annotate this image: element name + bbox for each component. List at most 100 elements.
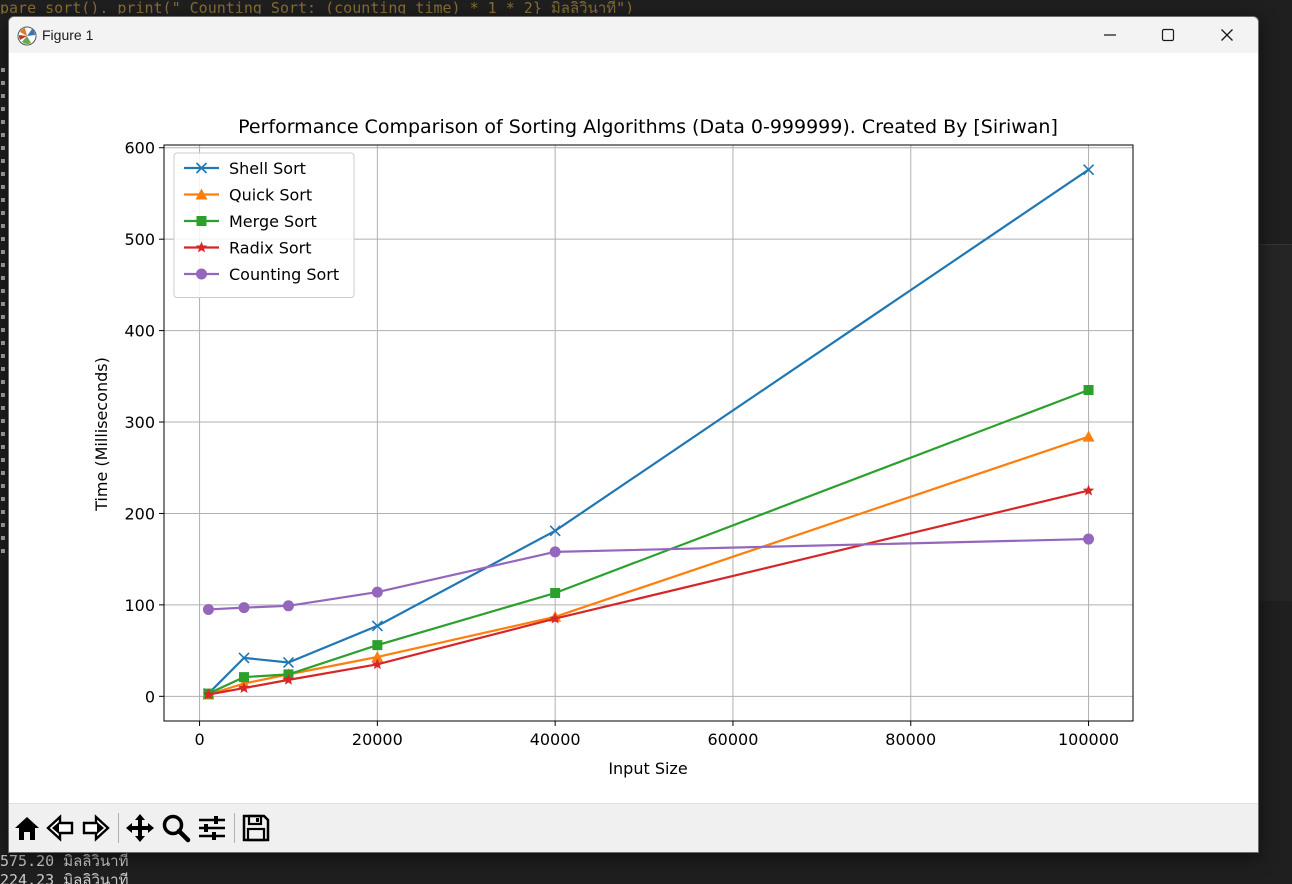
legend-marker <box>195 162 208 174</box>
series-radix-sort <box>202 484 1095 700</box>
data-point-quick-sort <box>1082 430 1095 442</box>
legend-item-shell-sort: Shell Sort <box>184 159 306 178</box>
data-point-merge-sort <box>239 672 250 683</box>
axis-ticks: 0 20000 40000 60000 80000 100000 0 100 200 300 400… <box>124 139 1119 749</box>
legend-item-counting-sort: Counting Sort <box>184 265 339 284</box>
y-tick-label: 0 <box>145 687 155 706</box>
title-bar[interactable]: Figure 1 <box>9 17 1258 53</box>
close-button[interactable] <box>1198 17 1256 53</box>
data-point-merge-sort <box>1083 385 1094 396</box>
data-point-counting-sort <box>238 602 250 614</box>
data-point-merge-sort <box>550 588 561 598</box>
maximize-button[interactable] <box>1139 17 1197 53</box>
data-point-shell-sort <box>282 656 295 669</box>
terminal-line: 575.20 มิลลิวินาที <box>0 852 129 870</box>
legend-label: Merge Sort <box>229 212 317 231</box>
legend-marker <box>196 216 207 226</box>
y-tick-label: 100 <box>124 596 155 615</box>
data-point-counting-sort <box>202 603 214 615</box>
legend-label: Quick Sort <box>229 186 312 205</box>
series-shell-sort <box>202 164 1095 700</box>
arrow-left-icon <box>46 814 74 842</box>
data-point-counting-sort <box>1083 533 1095 545</box>
legend-marker <box>196 268 207 280</box>
plot-frame <box>163 144 1134 722</box>
home-icon <box>15 817 39 840</box>
navigation-toolbar <box>9 803 1258 852</box>
series-counting-sort <box>202 533 1095 615</box>
y-tick-label: 200 <box>124 504 155 523</box>
data-point-radix-sort <box>1082 484 1095 496</box>
x-tick-label: 20000 <box>352 730 403 749</box>
data-point-quick-sort <box>371 651 384 662</box>
x-tick-label: 40000 <box>530 730 581 749</box>
legend-label: Counting Sort <box>229 265 339 284</box>
back-button[interactable] <box>45 812 77 844</box>
data-point-radix-sort <box>202 688 215 700</box>
save-button[interactable] <box>240 812 272 844</box>
series-line-counting-sort <box>208 537 1089 611</box>
window-title: Figure 1 <box>42 27 94 43</box>
background-gutter <box>0 60 7 850</box>
background-editor-pane <box>1258 244 1292 601</box>
minimize-button[interactable] <box>1081 17 1139 53</box>
legend-label: Shell Sort <box>229 159 306 178</box>
series-line-radix-sort <box>208 489 1089 696</box>
minimize-icon <box>1104 34 1116 36</box>
series-line-merge-sort <box>207 389 1089 695</box>
data-point-shell-sort <box>238 652 250 664</box>
data-point-counting-sort <box>371 586 383 598</box>
data-point-merge-sort <box>372 640 383 651</box>
data-point-radix-sort <box>549 612 561 624</box>
background-terminal-output: 575.20 มิลลิวินาที 224.23 มิลลิวินาที <box>0 852 400 884</box>
sliders-icon <box>199 816 225 840</box>
data-point-counting-sort <box>549 546 561 558</box>
data-point-radix-sort <box>282 673 295 685</box>
x-tick-label: 100000 <box>1058 730 1119 749</box>
x-tick-label: 60000 <box>708 730 759 749</box>
terminal-line: 224.23 มิลลิวินาที <box>0 871 129 884</box>
y-tick-label: 500 <box>124 230 155 249</box>
data-point-radix-sort <box>238 682 250 693</box>
forward-button[interactable] <box>79 812 111 844</box>
close-icon <box>1221 29 1233 41</box>
data-point-shell-sort <box>371 620 383 632</box>
data-point-radix-sort <box>371 658 384 670</box>
maximize-icon <box>1161 28 1175 42</box>
x-tick-label: 0 <box>194 730 204 749</box>
legend-item-quick-sort: Quick Sort <box>184 186 312 205</box>
x-axis-label: Input Size <box>608 759 687 778</box>
legend-marker <box>195 188 208 200</box>
y-tick-label: 400 <box>124 322 155 341</box>
data-point-shell-sort <box>1082 164 1095 176</box>
series-line-quick-sort <box>208 435 1089 696</box>
background-code-line: pare_sort(). print(" Counting Sort: (cou… <box>0 0 635 14</box>
legend-marker <box>195 241 208 253</box>
legend-label: Radix Sort <box>229 239 312 258</box>
legend: Shell Sort Quick Sort Merge Sort Radix Sort… <box>173 152 355 298</box>
series-layer <box>202 164 1095 700</box>
magnifier-icon <box>162 814 191 843</box>
pan-button[interactable] <box>124 812 156 844</box>
data-point-counting-sort <box>282 600 294 612</box>
configure-button[interactable] <box>196 812 228 844</box>
y-tick-label: 300 <box>124 413 155 432</box>
data-point-shell-sort <box>549 525 561 537</box>
matplotlib-icon <box>17 26 37 46</box>
arrow-right-icon <box>82 814 110 842</box>
line-chart: Performance Comparison of Sorting Algori… <box>92 116 1134 778</box>
figure-canvas[interactable]: Performance Comparison of Sorting Algori… <box>9 53 1258 803</box>
x-tick-label: 80000 <box>885 730 936 749</box>
legend-item-merge-sort: Merge Sort <box>184 212 317 231</box>
toolbar-separator <box>234 813 235 843</box>
move-icon <box>126 814 154 842</box>
series-line-shell-sort <box>207 168 1090 695</box>
home-button[interactable] <box>11 812 43 844</box>
chart-title: Performance Comparison of Sorting Algori… <box>238 116 1058 138</box>
zoom-button[interactable] <box>160 812 192 844</box>
y-tick-label: 600 <box>124 139 155 158</box>
legend-item-radix-sort: Radix Sort <box>184 239 312 258</box>
toolbar-separator <box>118 813 119 843</box>
y-axis-label: Time (Milliseconds) <box>92 357 111 512</box>
legend-box <box>173 152 355 298</box>
